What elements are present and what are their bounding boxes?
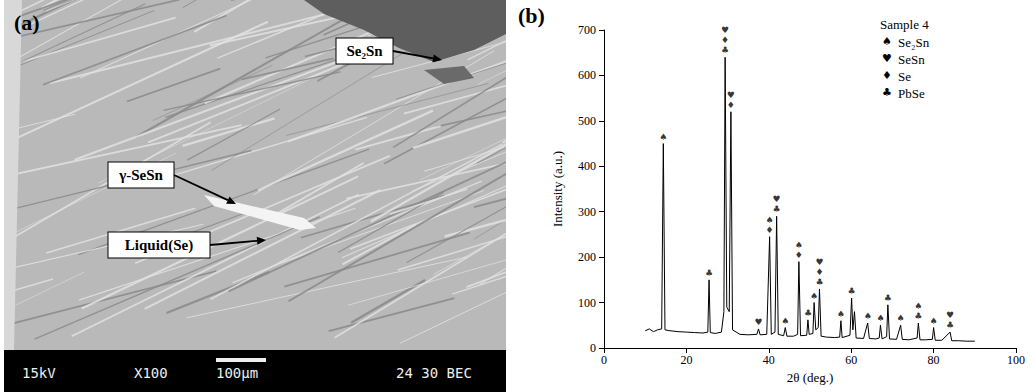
svg-text:500: 500 xyxy=(578,114,596,128)
svg-text:♥: ♥ xyxy=(773,194,781,204)
svg-text:80: 80 xyxy=(928,353,940,367)
svg-text:2θ (deg.): 2θ (deg.) xyxy=(787,370,834,385)
svg-text:100: 100 xyxy=(1007,353,1025,367)
svg-text:♠: ♠ xyxy=(930,316,938,326)
svg-text:400: 400 xyxy=(578,159,596,173)
svg-text:100: 100 xyxy=(578,296,596,310)
svg-text:♦: ♦ xyxy=(815,267,823,277)
svg-text:0: 0 xyxy=(590,341,596,355)
svg-text:300: 300 xyxy=(578,205,596,219)
svg-text:Se: Se xyxy=(898,69,911,84)
svg-text:X100: X100 xyxy=(134,365,168,381)
svg-text:♣: ♣ xyxy=(815,277,823,287)
svg-text:15kV: 15kV xyxy=(22,365,56,381)
svg-text:200: 200 xyxy=(578,250,596,264)
svg-text:♦: ♦ xyxy=(721,35,729,45)
svg-text:20: 20 xyxy=(680,353,692,367)
svg-text:♦: ♦ xyxy=(727,100,735,110)
svg-text:Se₂Sn: Se₂Sn xyxy=(898,35,930,50)
svg-text:♣: ♣ xyxy=(848,286,856,296)
svg-text:(a): (a) xyxy=(14,10,40,35)
svg-text:100µm: 100µm xyxy=(216,365,258,381)
svg-text:700: 700 xyxy=(578,23,596,37)
svg-text:♠: ♠ xyxy=(781,316,789,326)
svg-text:Intensity (a.u.): Intensity (a.u.) xyxy=(550,151,565,227)
svg-text:♥: ♥ xyxy=(815,257,823,267)
svg-text:♦: ♦ xyxy=(795,250,803,260)
svg-text:♦: ♦ xyxy=(882,69,892,82)
svg-text:♣: ♣ xyxy=(773,204,781,214)
svg-text:♣: ♣ xyxy=(914,311,922,321)
svg-text:♣: ♣ xyxy=(804,308,812,318)
svg-text:60: 60 xyxy=(845,353,857,367)
svg-text:Se₂Sn: Se₂Sn xyxy=(346,43,383,59)
svg-text:PbSe: PbSe xyxy=(898,86,925,101)
svg-text:24 30 BEC: 24 30 BEC xyxy=(396,365,472,381)
svg-text:♠: ♠ xyxy=(795,240,803,250)
svg-text:♠: ♠ xyxy=(810,291,818,301)
svg-text:♠: ♠ xyxy=(876,313,884,323)
svg-text:♠: ♠ xyxy=(864,311,872,321)
svg-text:♥: ♥ xyxy=(721,25,729,35)
svg-text:♠: ♠ xyxy=(882,35,892,48)
svg-text:♥: ♥ xyxy=(727,90,735,100)
svg-text:600: 600 xyxy=(578,68,596,82)
svg-text:(b): (b) xyxy=(518,3,545,28)
svg-text:♠: ♠ xyxy=(897,313,905,323)
svg-text:♠: ♠ xyxy=(914,301,922,311)
svg-text:♠: ♠ xyxy=(837,309,845,319)
svg-text:40: 40 xyxy=(763,353,775,367)
svg-text:♣: ♣ xyxy=(946,320,954,330)
svg-text:Sample 4: Sample 4 xyxy=(880,17,929,32)
svg-text:SeSn: SeSn xyxy=(898,52,925,67)
svg-text:0: 0 xyxy=(601,353,607,367)
svg-text:♥: ♥ xyxy=(946,310,954,320)
svg-text:♠: ♠ xyxy=(659,132,667,142)
svg-text:♥: ♥ xyxy=(754,317,762,327)
svg-text:♦: ♦ xyxy=(766,225,774,235)
svg-text:♣: ♣ xyxy=(721,45,729,55)
svg-text:♣: ♣ xyxy=(882,86,892,99)
svg-text:♠: ♠ xyxy=(766,215,774,225)
svg-text:♣: ♣ xyxy=(884,293,892,303)
svg-text:♥: ♥ xyxy=(882,52,892,65)
svg-text:γ-SeSn: γ-SeSn xyxy=(118,167,163,183)
svg-text:Liquid(Se): Liquid(Se) xyxy=(125,237,193,254)
svg-text:♣: ♣ xyxy=(705,268,713,278)
